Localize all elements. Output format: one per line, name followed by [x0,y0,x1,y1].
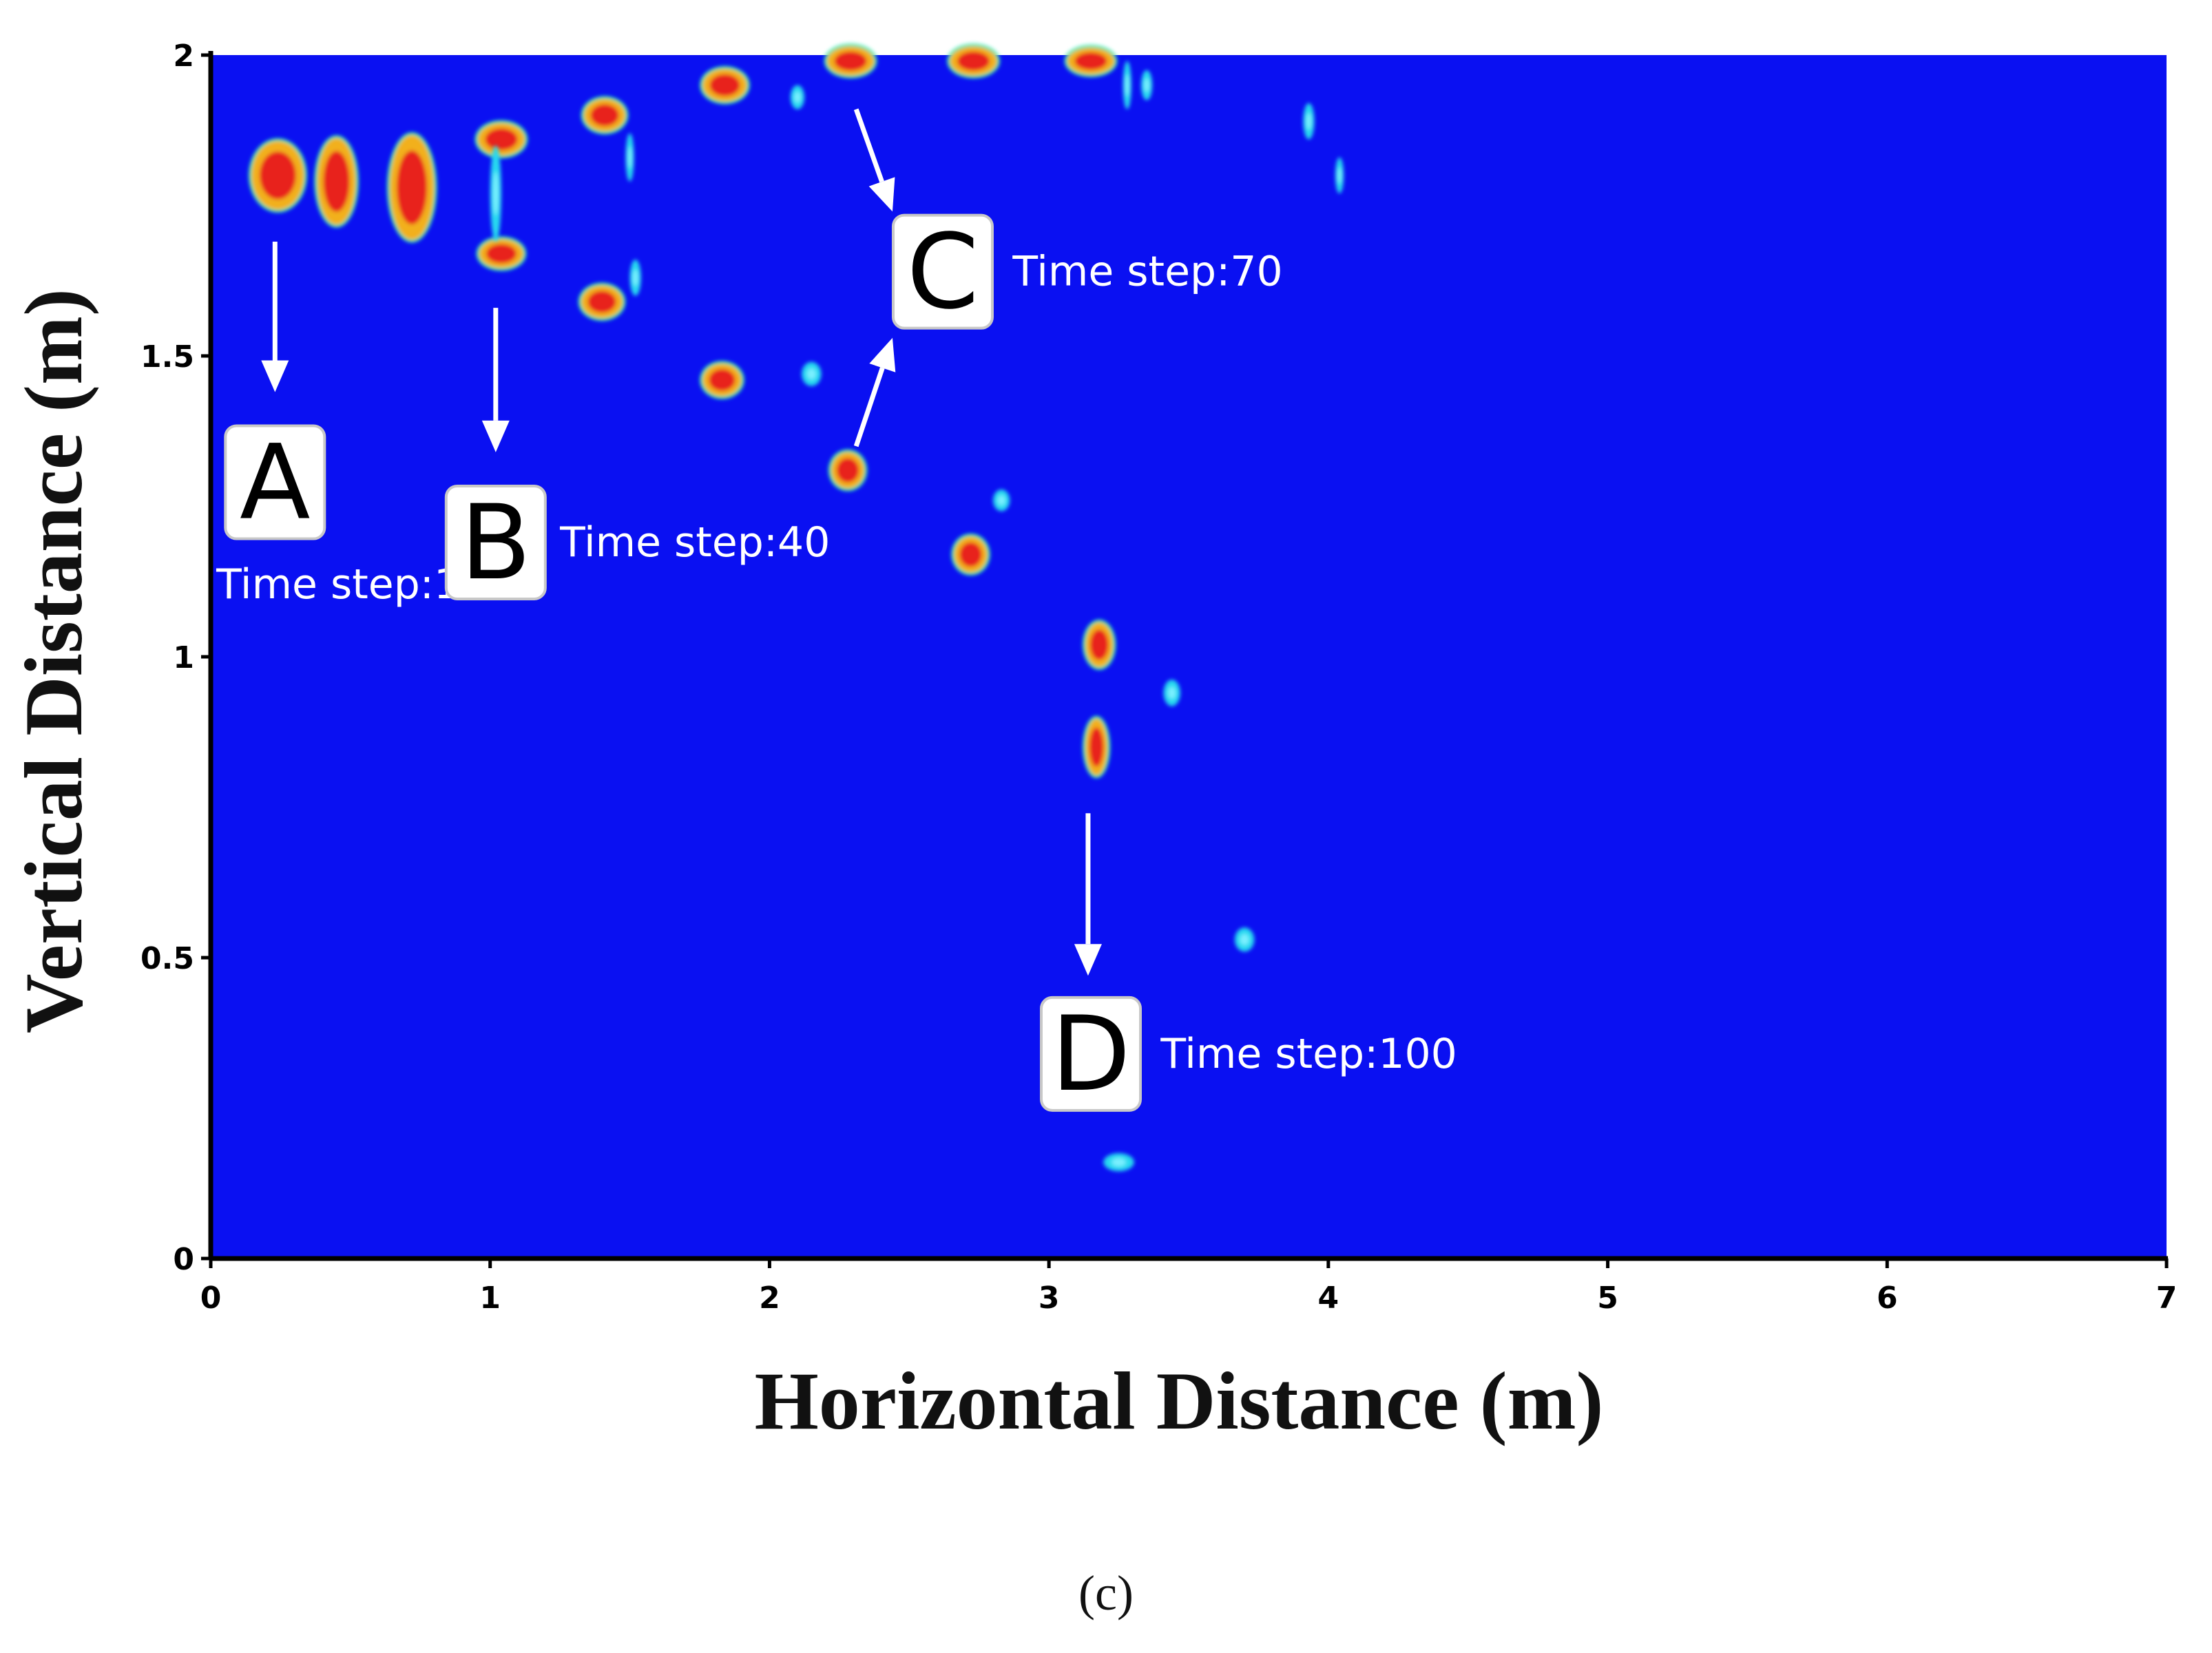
y-tick-label: 1 [173,640,194,675]
droplet-19 [951,533,990,576]
x-tick-label: 6 [1877,1281,1898,1316]
droplet-22 [1141,70,1153,101]
droplet-7 [581,96,629,135]
annotation-arrow-3 [853,108,895,212]
droplet-1 [248,138,307,213]
y-tick-label: 0.5 [140,941,194,976]
droplet-15 [824,43,877,78]
annotation-letter: D [1051,995,1131,1115]
droplet-14 [802,361,822,386]
x-tick-label: 1 [479,1281,501,1316]
droplet-26 [1303,103,1315,140]
droplet-18 [993,489,1010,512]
droplet-25 [1082,715,1111,779]
x-tick-label: 4 [1318,1281,1339,1316]
droplet-6 [490,145,501,242]
droplet-24 [1163,680,1180,706]
annotation-box [1040,996,1142,1112]
droplet-29 [1103,1153,1134,1172]
droplet-2 [314,135,359,228]
annotation-box [224,424,326,540]
annotation-arrow-1 [261,241,289,392]
droplet-13 [700,361,744,399]
droplet-5 [476,236,527,271]
x-axis-title: Horizontal Distance (m) [754,1355,1603,1446]
annotation-box [444,484,547,600]
time-step-label: Time step:100 [1160,1030,1457,1078]
droplet-11 [700,65,750,105]
droplet-16 [828,449,868,492]
droplet-9 [578,282,626,322]
time-step-label: Time step:70 [1012,248,1282,296]
y-tick-label: 0 [173,1242,194,1277]
x-tick-label: 3 [1039,1281,1060,1316]
annotation-letter: A [240,423,311,543]
annotation-arrow-2 [481,308,510,452]
y-tick-label: 1.5 [140,339,194,375]
droplet-20 [1064,45,1118,78]
arrow-layer [261,108,1102,976]
annotation-letter: C [907,213,979,333]
annotation-box [891,213,994,330]
droplet-21 [1123,61,1131,109]
droplet-3 [386,131,437,243]
droplet-27 [1335,157,1344,194]
annotation-arrow-5 [1074,813,1102,976]
time-step-label: Time step:1 [216,560,460,609]
x-tick-label: 5 [1597,1281,1618,1316]
x-tick-label: 7 [2156,1281,2178,1316]
plot-area [211,55,2167,1259]
annotation-arrow-4 [853,337,896,448]
annotation-letter: B [460,483,531,603]
annotation-b: B Time step:40 [444,483,830,603]
annotation-c: C Time step:70 [891,213,1283,333]
droplet-12 [790,85,805,109]
droplet-10 [629,260,641,296]
figure-caption: (c) [1078,1566,1134,1621]
time-step-label: Time step:40 [559,518,830,567]
annotation-d: D Time step:100 [1040,995,1457,1115]
y-tick-label: 2 [173,39,194,74]
droplet-17 [947,43,1001,78]
x-tick-label: 0 [200,1281,222,1316]
droplet-28 [1234,927,1255,952]
axes: 0 1 2 3 4 5 6 7 0 0.5 1 1.5 2 [140,39,2177,1316]
droplet-4 [474,120,528,159]
droplet-layer [248,43,1344,1172]
droplet-23 [1082,619,1116,671]
y-axis-title: Vertical Distance (m) [8,288,99,1033]
x-tick-label: 2 [759,1281,780,1316]
annotation-layer: A Time step:1 B Time step:40 C Time step:70 D T… [216,213,1457,1115]
droplet-8 [625,133,634,182]
annotation-a: A Time step:1 [216,423,460,609]
